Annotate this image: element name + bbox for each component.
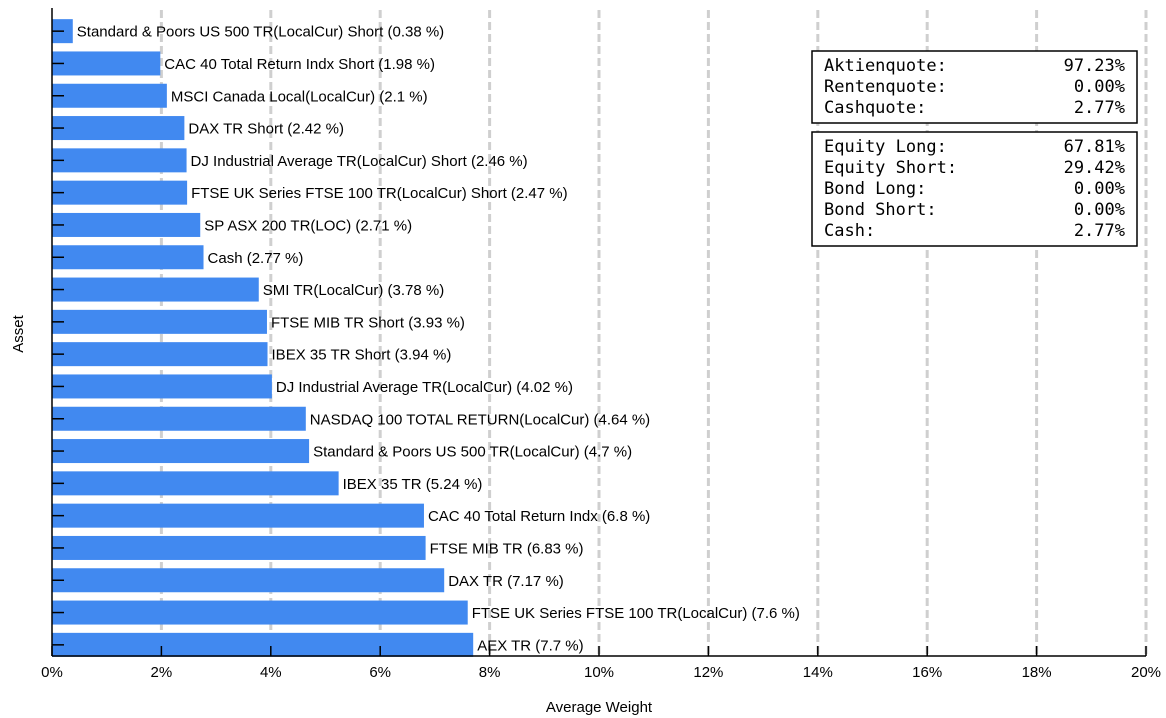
bar — [52, 601, 468, 625]
x-tick-label: 10% — [584, 664, 614, 681]
summary-row-label: Aktienquote: — [824, 56, 947, 76]
bar-label: FTSE MIB TR (6.83 %) — [430, 540, 584, 557]
bar — [52, 310, 267, 334]
summary-row-label: Bond Short: — [824, 200, 937, 220]
x-tick-label: 0% — [41, 664, 63, 681]
bar-label: DJ Industrial Average TR(LocalCur) Short… — [191, 153, 528, 170]
x-tick-label: 12% — [693, 664, 723, 681]
summary-row-label: Equity Short: — [824, 158, 957, 178]
bar — [52, 278, 259, 302]
summary-row-value: 0.00% — [1074, 200, 1125, 220]
x-tick-label: 16% — [912, 664, 942, 681]
summary-row-label: Equity Long: — [824, 137, 947, 157]
summary-row-value: 29.42% — [1064, 158, 1125, 178]
bar — [52, 471, 339, 495]
bar-label: Standard & Poors US 500 TR(LocalCur) Sho… — [77, 24, 444, 41]
x-tick-labels: 0% 2% 4% 6% 8% 10% 12% 14% 16% 18% 20% — [41, 664, 1161, 681]
y-axis-title: Asset — [10, 314, 27, 352]
summary-row-label: Cashquote: — [824, 98, 926, 118]
summary-row-value: 0.00% — [1074, 77, 1125, 97]
bar — [52, 633, 473, 657]
summary-row-label: Cash: — [824, 221, 875, 241]
bar — [52, 342, 268, 366]
bar — [52, 116, 184, 140]
summary-row-value: 2.77% — [1074, 98, 1125, 118]
bar — [52, 148, 187, 172]
bar — [52, 568, 444, 592]
bar-label: FTSE UK Series FTSE 100 TR(LocalCur) Sho… — [191, 185, 568, 202]
summary-row-value: 67.81% — [1064, 137, 1125, 157]
bar — [52, 374, 272, 398]
bar-label: SMI TR(LocalCur) (3.78 %) — [263, 282, 444, 299]
summary-row-label: Bond Long: — [824, 179, 926, 199]
bar-label: CAC 40 Total Return Indx (6.8 %) — [428, 508, 650, 525]
summary-row-label: Rentenquote: — [824, 77, 947, 97]
x-tick-label: 6% — [369, 664, 391, 681]
bar-label: AEX TR (7.7 %) — [477, 637, 583, 654]
summary-row-value: 97.23% — [1064, 56, 1125, 76]
x-axis-title: Average Weight — [546, 699, 653, 716]
bar-label: IBEX 35 TR (5.24 %) — [343, 476, 483, 493]
bar-label: MSCI Canada Local(LocalCur) (2.1 %) — [171, 88, 428, 105]
bar — [52, 181, 187, 205]
x-tick-label: 14% — [803, 664, 833, 681]
bar-label: FTSE MIB TR Short (3.93 %) — [271, 314, 465, 331]
x-tick-label: 20% — [1131, 664, 1161, 681]
bar-label: DAX TR Short (2.42 %) — [188, 121, 344, 138]
bar-label: NASDAQ 100 TOTAL RETURN(LocalCur) (4.64 … — [310, 411, 650, 428]
bar — [52, 84, 167, 108]
summary-boxes: Aktienquote: 97.23% Rentenquote: 0.00% Cashq… — [812, 51, 1137, 246]
bar-label: Cash (2.77 %) — [208, 250, 304, 267]
bar — [52, 245, 204, 269]
bar — [52, 504, 424, 528]
bars-group — [52, 19, 473, 657]
x-tick-label: 2% — [151, 664, 173, 681]
bar — [52, 407, 306, 431]
bar-label: SP ASX 200 TR(LOC) (2.71 %) — [204, 217, 412, 234]
bar-label: DJ Industrial Average TR(LocalCur) (4.02… — [276, 379, 573, 396]
summary-row-value: 0.00% — [1074, 179, 1125, 199]
summary-box-1: Aktienquote: 97.23% Rentenquote: 0.00% Cashq… — [812, 51, 1137, 123]
bar-label: Standard & Poors US 500 TR(LocalCur) (4.… — [313, 444, 632, 461]
summary-row-value: 2.77% — [1074, 221, 1125, 241]
bar — [52, 536, 426, 560]
bar — [52, 51, 160, 75]
bar — [52, 439, 309, 463]
bar-label: FTSE UK Series FTSE 100 TR(LocalCur) (7.… — [472, 605, 800, 622]
x-tick-label: 4% — [260, 664, 282, 681]
bar-label: IBEX 35 TR Short (3.94 %) — [272, 347, 452, 364]
bar-label: DAX TR (7.17 %) — [448, 573, 564, 590]
bar — [52, 213, 200, 237]
x-tick-label: 8% — [479, 664, 501, 681]
bar-label: CAC 40 Total Return Indx Short (1.98 %) — [164, 56, 435, 73]
summary-box-2: Equity Long: 67.81% Equity Short: 29.42% Bon… — [812, 132, 1137, 246]
x-tick-label: 18% — [1022, 664, 1052, 681]
